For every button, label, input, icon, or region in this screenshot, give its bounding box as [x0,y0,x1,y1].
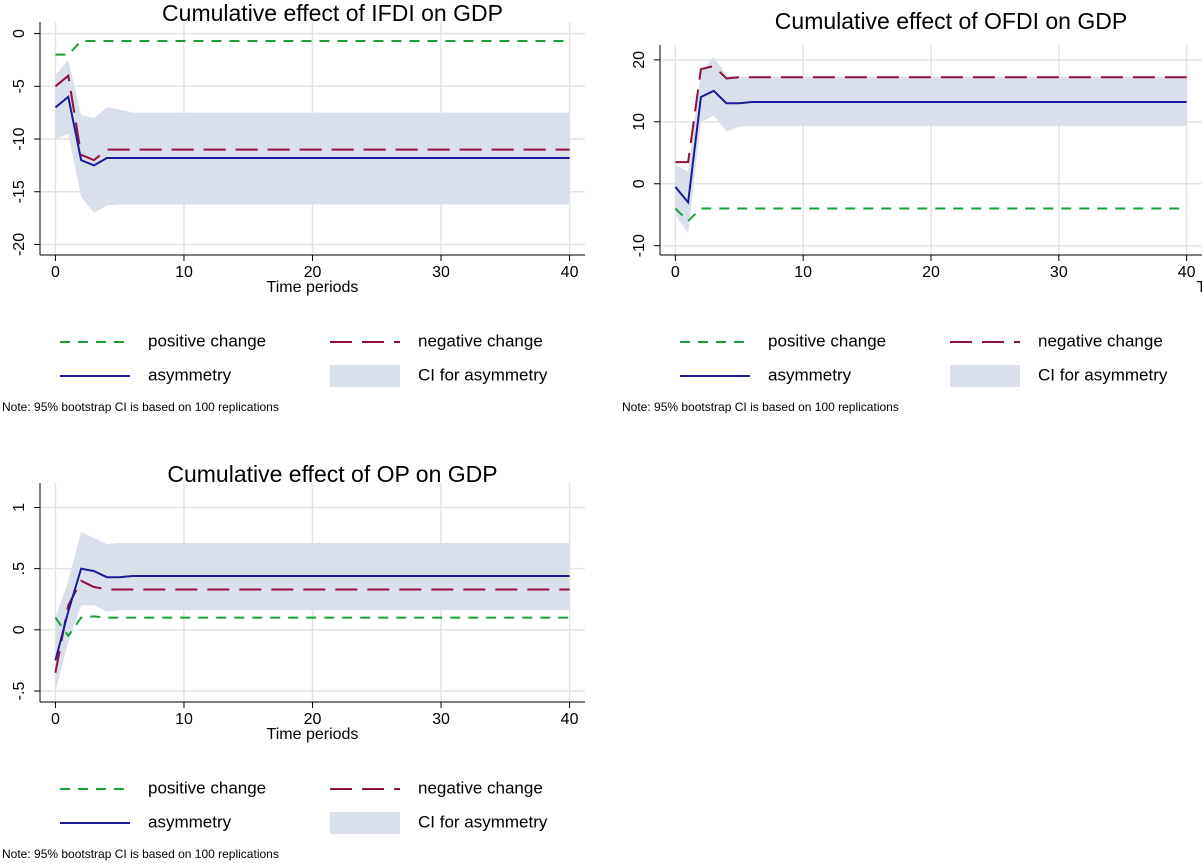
plot-area [674,56,1187,234]
legend: positive change negative change asymmetry C… [60,331,548,387]
legend-label: asymmetry [148,365,232,384]
legend-label: asymmetry [148,812,232,831]
x-tick-label: 0 [51,264,60,281]
note: Note: 95% bootstrap CI is based on 100 r… [2,847,279,861]
y-tick-label: 1 [11,503,28,512]
legend-label: negative change [418,331,543,350]
ci-band [55,59,570,213]
panel: Cumulative effect of OFDI on GDP 20 10 0 -10… [622,8,1202,414]
legend-label: negative change [1038,331,1163,350]
plot-area [54,531,570,691]
legend-label: CI for asymmetry [1038,365,1168,384]
x-tick-label: 10 [175,711,193,728]
legend-swatch [330,365,400,387]
y-tick-label: .5 [11,562,28,575]
x-tick-label: 10 [794,264,812,281]
ci-band [675,56,1187,234]
x-axis-label: Time periods [267,726,359,743]
chart-title: Cumulative effect of OFDI on GDP [775,8,1127,34]
note: Note: 95% bootstrap CI is based on 100 r… [622,400,899,414]
y-tick-label: -10 [631,234,648,257]
legend-label: positive change [148,331,266,350]
plot-area [54,39,570,213]
note: Note: 95% bootstrap CI is based on 100 r… [2,400,279,414]
x-tick-label: 40 [561,264,579,281]
legend-label: CI for asymmetry [418,365,548,384]
series-line [54,95,570,167]
x-tick-label: 40 [1178,264,1196,281]
legend-label: negative change [418,778,543,797]
legend-label: positive change [148,778,266,797]
y-tick-label: -10 [11,127,28,150]
y-tick-label: 20 [631,51,648,69]
x-tick-label: 0 [671,264,680,281]
x-tick-label: 30 [1050,264,1068,281]
x-tick-label: 0 [51,711,60,728]
y-tick-label: -20 [11,233,28,256]
x-tick-label: 30 [432,264,450,281]
chart-title: Cumulative effect of IFDI on GDP [162,0,503,26]
x-tick-label: 30 [432,711,450,728]
legend-swatch [330,812,400,834]
ci-band [55,531,570,691]
x-tick-label: 40 [561,711,579,728]
series-line [54,567,570,661]
legend: positive change negative change asymmetry C… [680,331,1168,387]
x-axis-label: Time periods [267,279,359,296]
legend-label: positive change [768,331,886,350]
panel: Cumulative effect of OP on GDP 1 .5 0 -.5 0 10… [2,461,585,861]
chart-title: Cumulative effect of OP on GDP [167,461,497,487]
y-tick-label: 0 [631,179,648,188]
series-line [54,615,570,638]
y-tick-label: 10 [631,113,648,131]
series-line [674,89,1187,205]
x-tick-label: 10 [175,264,193,281]
legend-label: CI for asymmetry [418,812,548,831]
y-tick-label: -15 [11,180,28,203]
series-line [55,39,570,56]
legend-label: asymmetry [768,365,852,384]
x-tick-label: 20 [304,264,322,281]
series-line [675,64,1187,164]
x-axis-label: Time periods [1197,279,1202,296]
x-tick-label: 20 [304,711,322,728]
legend: positive change negative change asymmetry C… [60,778,548,834]
y-tick-label: 0 [11,29,28,38]
legend-swatch [950,365,1020,387]
y-tick-label: 0 [11,625,28,634]
x-tick-label: 20 [922,264,940,281]
panel: Cumulative effect of IFDI on GDP 0 -5 -10 -1… [2,0,585,414]
y-tick-label: -.5 [11,682,28,701]
y-tick-label: -5 [11,79,28,93]
series-line [674,207,1187,223]
